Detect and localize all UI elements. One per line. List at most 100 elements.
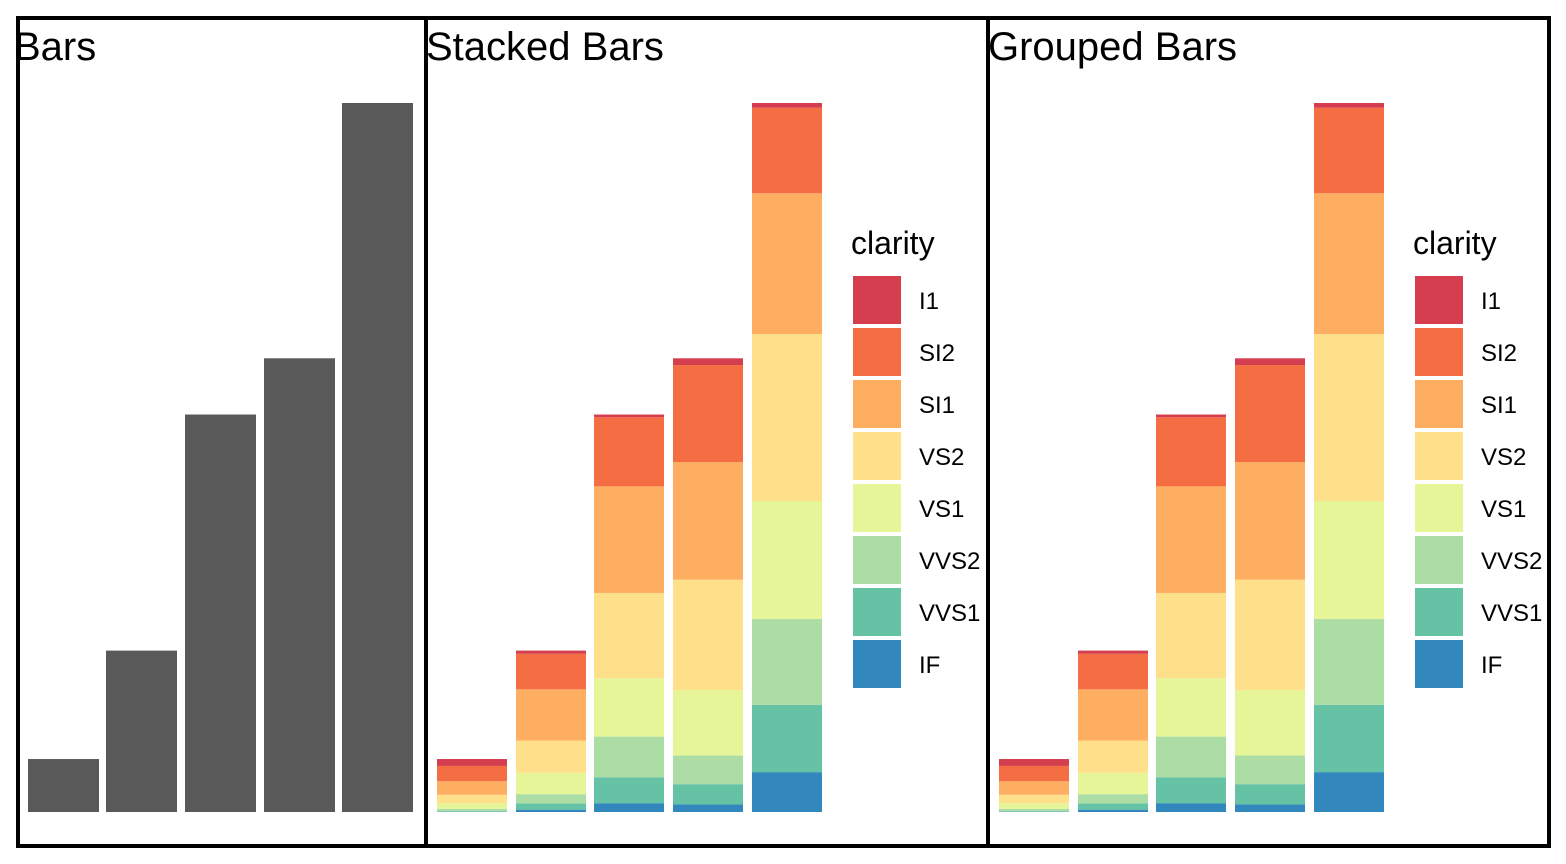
legend-label: VVS1 <box>1481 600 1542 627</box>
legend-title: clarity <box>1413 225 1497 261</box>
legend-swatch-vvs2 <box>853 536 901 584</box>
legend-label: I1 <box>919 288 939 315</box>
bar-segment-vvs2 <box>1314 619 1384 705</box>
bar-segment-vs2 <box>437 794 507 804</box>
bar-segment-i1 <box>1078 650 1148 654</box>
bar-segment-si1 <box>1156 486 1226 593</box>
bar-segment-vvs1 <box>1078 803 1148 810</box>
bar-segment-i1 <box>1235 358 1305 366</box>
bar-segment-if <box>594 803 664 812</box>
bar <box>342 103 413 812</box>
bar-segment-vs1 <box>1156 678 1226 737</box>
bar-segment-si1 <box>437 781 507 795</box>
bar-segment-si1 <box>594 486 664 593</box>
legend-swatch-si2 <box>1415 328 1463 376</box>
bar-segment-if <box>1314 772 1384 812</box>
bar-segment-si2 <box>437 765 507 782</box>
bar-segment-vvs1 <box>516 803 586 810</box>
legend-label: I1 <box>1481 288 1501 315</box>
legend-swatch-vs1 <box>1415 484 1463 532</box>
bar-segment-vs2 <box>999 794 1069 804</box>
legend-label: SI1 <box>1481 392 1517 419</box>
bar-segment-si1 <box>673 462 743 580</box>
bar-segment-i1 <box>752 103 822 108</box>
legend-swatch-i1 <box>853 276 901 324</box>
bar-segment-vvs1 <box>437 811 507 812</box>
bar-segment-si2 <box>1314 107 1384 194</box>
legend-swatch-if <box>853 640 901 688</box>
bar-segment-vs2 <box>1314 334 1384 501</box>
legend-swatch-vvs1 <box>853 588 901 636</box>
bar-segment-vvs1 <box>1235 784 1305 805</box>
bar-segment-if <box>516 809 586 812</box>
bar-segment-vvs2 <box>999 808 1069 812</box>
bar-segment-vs1 <box>673 690 743 756</box>
bar-segment-vs1 <box>594 678 664 737</box>
bar-segment-vs2 <box>673 579 743 691</box>
legend-label: IF <box>919 652 940 679</box>
legend-swatch-if <box>1415 640 1463 688</box>
bar-segment-si2 <box>1156 417 1226 487</box>
bar-segment-vs1 <box>516 772 586 795</box>
legend-swatch-si1 <box>1415 380 1463 428</box>
bar-segment-vvs2 <box>1235 755 1305 785</box>
bar-segment-vs1 <box>752 500 822 620</box>
bar-segment-vs2 <box>594 592 664 679</box>
bar-segment-si2 <box>516 653 586 690</box>
panel-title: Grouped Bars <box>988 25 1237 69</box>
legend: clarity I1 SI2 SI1 VS2 VS1 VVS2 VVS1 IF <box>1413 225 1542 688</box>
bars-group <box>999 103 1384 812</box>
bar-segment-vvs1 <box>999 811 1069 812</box>
bar-segment-i1 <box>437 759 507 766</box>
bar-segment-if <box>1156 803 1226 812</box>
panel-title: Bars <box>14 25 96 69</box>
bar-segment-vvs1 <box>752 704 822 773</box>
legend-swatch-vs1 <box>853 484 901 532</box>
bar-segment-si1 <box>516 689 586 741</box>
bar-segment-i1 <box>1156 414 1226 418</box>
bar-segment-i1 <box>999 759 1069 766</box>
legend-swatch-i1 <box>1415 276 1463 324</box>
bar-segment-vs1 <box>1078 772 1148 795</box>
legend-label: VS1 <box>1481 496 1526 523</box>
bar-segment-if <box>752 772 822 812</box>
bar-segment-vs1 <box>437 803 507 809</box>
bars-group <box>28 103 413 812</box>
panel-grouped-bars: Grouped Bars clarity I1 SI2 SI1 VS2 VS1 VVS2 VV… <box>986 16 1551 848</box>
legend-label: VVS1 <box>919 600 980 627</box>
bar-segment-vvs2 <box>1078 794 1148 804</box>
bar <box>185 414 256 812</box>
bar-segment-i1 <box>594 414 664 418</box>
legend-label: VS2 <box>1481 444 1526 471</box>
legend-label: VVS2 <box>1481 548 1542 575</box>
legend-label: SI2 <box>1481 340 1517 367</box>
bar-segment-vs2 <box>1235 579 1305 691</box>
bar-segment-si2 <box>1235 365 1305 463</box>
bar-segment-vvs1 <box>594 777 664 804</box>
legend-swatch-vvs2 <box>1415 536 1463 584</box>
bar-segment-si2 <box>999 765 1069 782</box>
legend-label: VS2 <box>919 444 964 471</box>
bar-segment-si1 <box>1235 462 1305 580</box>
bar-segment-vvs1 <box>1314 704 1384 773</box>
bar-segment-vvs2 <box>752 619 822 705</box>
bar <box>106 650 177 812</box>
bar-segment-i1 <box>673 358 743 366</box>
bar-segment-vs2 <box>752 334 822 501</box>
bar-segment-vs2 <box>1156 592 1226 679</box>
legend-swatch-vs2 <box>853 432 901 480</box>
bar-segment-vvs1 <box>673 784 743 805</box>
bar-segment-si1 <box>752 193 822 335</box>
bar-segment-vs1 <box>1314 500 1384 620</box>
legend-swatch-si2 <box>853 328 901 376</box>
bar-segment-vvs2 <box>437 808 507 812</box>
bar-segment-if <box>1235 804 1305 812</box>
bar-segment-si2 <box>1078 653 1148 690</box>
panel-title: Stacked Bars <box>426 25 664 69</box>
bar-segment-vs2 <box>516 740 586 773</box>
legend-label: SI1 <box>919 392 955 419</box>
bars-group <box>437 103 822 812</box>
legend-swatch-si1 <box>853 380 901 428</box>
legend-label: SI2 <box>919 340 955 367</box>
